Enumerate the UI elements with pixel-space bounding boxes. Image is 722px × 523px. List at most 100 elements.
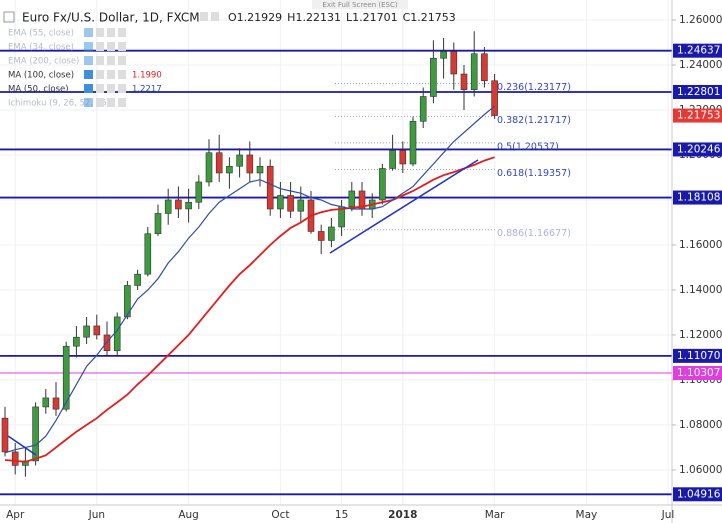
fullscreen-hint[interactable]: Exit Full Screen (ESC) bbox=[322, 1, 397, 9]
indicator-icon[interactable] bbox=[96, 98, 104, 107]
candle-body bbox=[236, 154, 243, 167]
icon[interactable] bbox=[200, 12, 208, 21]
icon[interactable] bbox=[211, 12, 219, 21]
price-label-box bbox=[673, 190, 722, 205]
indicator-icon[interactable] bbox=[107, 42, 115, 51]
candle-body bbox=[1, 417, 9, 453]
y-tick-label: 1.14000 bbox=[679, 284, 722, 296]
x-tick-label: 15 bbox=[335, 509, 348, 521]
candle-body bbox=[409, 120, 417, 165]
x-tick-label: Aug bbox=[178, 509, 199, 521]
candle-body bbox=[317, 231, 325, 241]
indicator-icon[interactable] bbox=[96, 70, 104, 79]
candle-body bbox=[470, 53, 478, 91]
visibility-icon[interactable] bbox=[84, 56, 93, 65]
candle-body bbox=[297, 199, 305, 212]
indicator-icon[interactable] bbox=[107, 28, 115, 37]
candle-body bbox=[450, 51, 458, 75]
candle-body bbox=[62, 345, 70, 410]
fibonacci: 0.236(1.23177) 0.382(1.21717) 0.5(1.20537)… bbox=[335, 82, 571, 239]
indicator-icon[interactable] bbox=[96, 84, 104, 93]
candle-body bbox=[399, 150, 407, 165]
candle-body bbox=[113, 316, 121, 351]
indicator-name: MA (50, close) bbox=[8, 85, 69, 95]
indicator-icon[interactable] bbox=[96, 56, 104, 65]
candle-body bbox=[185, 201, 192, 210]
candle-body bbox=[419, 96, 427, 122]
y-tick-label: 1.16000 bbox=[679, 239, 722, 251]
indicator-icon[interactable] bbox=[118, 42, 126, 51]
candle-body bbox=[154, 213, 162, 235]
indicator-value: 1.1990 bbox=[132, 71, 162, 81]
indicator-icon[interactable] bbox=[107, 56, 115, 65]
collapse-icon[interactable] bbox=[3, 11, 15, 23]
symbol-title: Euro Fx/U.S. Dollar, 1D, FXCM bbox=[22, 11, 200, 25]
candle-body bbox=[195, 181, 203, 203]
candle-body bbox=[205, 152, 213, 183]
visibility-icon[interactable] bbox=[84, 70, 93, 79]
indicator-name: EMA (34, close) bbox=[8, 43, 74, 53]
ma-line bbox=[4, 105, 495, 454]
indicator-name: EMA (200, close) bbox=[8, 57, 79, 67]
ohlc-key: O bbox=[228, 11, 237, 24]
ohlc-value: 1.21929 bbox=[237, 11, 283, 24]
visibility-icon[interactable] bbox=[84, 98, 93, 107]
candle-body bbox=[32, 406, 39, 462]
price-label-box bbox=[673, 43, 722, 58]
ohlc-value: 1.21701 bbox=[352, 11, 398, 24]
candle-body bbox=[144, 233, 152, 275]
visibility-icon[interactable] bbox=[84, 84, 93, 93]
visibility-icon[interactable] bbox=[84, 28, 93, 37]
indicator-icon[interactable] bbox=[107, 70, 115, 79]
price-axis: 1.060001.080001.100001.120001.140001.160… bbox=[6, 14, 722, 521]
indicator-icon[interactable] bbox=[118, 28, 126, 37]
indicator-icon[interactable] bbox=[118, 56, 126, 65]
candle-body bbox=[389, 150, 396, 169]
price-label: 1.11070 bbox=[677, 350, 720, 362]
candle-body bbox=[430, 57, 437, 97]
candle-body bbox=[93, 325, 101, 336]
x-tick-label: Apr bbox=[6, 509, 25, 521]
indicator-icon[interactable] bbox=[107, 98, 115, 107]
ohlc-values: O1.21929 H1.22131 L1.21701 C1.21753 bbox=[228, 11, 456, 24]
indicator-name: Ichimoku (9, 26, 52, 26) bbox=[8, 99, 110, 109]
indicator-icon[interactable] bbox=[96, 28, 104, 37]
price-label: 1.04916 bbox=[677, 488, 721, 500]
x-tick-label: Jun bbox=[88, 509, 105, 521]
candle-body bbox=[256, 165, 264, 174]
indicator-icon[interactable] bbox=[107, 84, 115, 93]
indicator-name: EMA (55, close) bbox=[8, 29, 74, 39]
ohlc-value: 1.22131 bbox=[295, 11, 341, 24]
candle-body bbox=[42, 397, 50, 408]
indicator-icon[interactable] bbox=[118, 70, 126, 79]
candle-body bbox=[124, 285, 131, 318]
x-tick-label: Mar bbox=[485, 509, 505, 521]
indicator-legend: EMA (55, close) EMA (34, close) EMA (200, … bbox=[8, 28, 162, 109]
candle-body bbox=[103, 334, 111, 351]
candle-body bbox=[215, 152, 223, 174]
price-label-box bbox=[673, 142, 722, 157]
indicator-icon[interactable] bbox=[118, 98, 126, 107]
price-label: 1.20246 bbox=[677, 143, 721, 155]
price-label-box bbox=[673, 348, 722, 363]
candle-body bbox=[328, 226, 335, 241]
fib-label: 0.382(1.21717) bbox=[497, 115, 571, 126]
candle-body bbox=[348, 190, 356, 208]
price-label: 1.24637 bbox=[677, 45, 720, 57]
price-label-box bbox=[673, 487, 722, 502]
indicator-icon[interactable] bbox=[96, 42, 104, 51]
ohlc-key: L bbox=[346, 11, 353, 24]
y-tick-label: 1.06000 bbox=[679, 464, 722, 476]
candle-body bbox=[266, 165, 274, 210]
fib-label: 0.236(1.23177) bbox=[497, 82, 571, 93]
candle-body bbox=[460, 73, 468, 91]
visibility-icon[interactable] bbox=[84, 42, 93, 51]
fib-label: 0.886(1.16677) bbox=[497, 228, 571, 239]
fullscreen-bar[interactable] bbox=[312, 0, 408, 9]
indicator-icon[interactable] bbox=[118, 84, 126, 93]
price-label: 1.10307 bbox=[677, 367, 720, 379]
plot bbox=[1, 31, 498, 477]
y-tick-label: 1.12000 bbox=[679, 329, 722, 341]
price-label-box bbox=[673, 84, 722, 99]
